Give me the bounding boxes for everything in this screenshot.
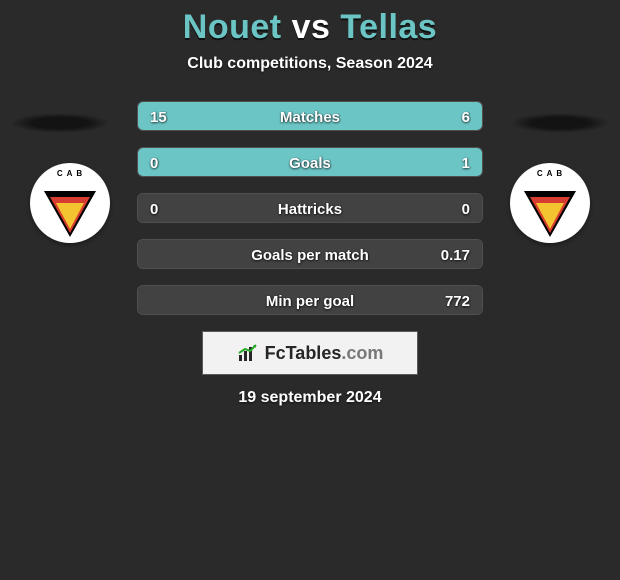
title-right: Tellas bbox=[340, 8, 437, 46]
stat-label: Goals bbox=[138, 148, 482, 177]
brand-domain: .com bbox=[341, 343, 383, 363]
subtitle: Club competitions, Season 2024 bbox=[0, 55, 620, 73]
team-badge-left: C A B bbox=[30, 163, 110, 243]
stat-row: 0.17Goals per match bbox=[137, 239, 483, 269]
stat-row: 01Goals bbox=[137, 147, 483, 177]
badge-initials: C A B bbox=[537, 169, 563, 178]
stat-row: 00Hattricks bbox=[137, 193, 483, 223]
stat-label: Goals per match bbox=[138, 240, 482, 269]
title-left: Nouet bbox=[183, 8, 282, 46]
brand-text: FcTables.com bbox=[265, 343, 384, 364]
stat-row: 156Matches bbox=[137, 101, 483, 131]
comparison-stage: C A B C A B 156Matches 01Goals 00Hattricks… bbox=[0, 101, 620, 407]
shadow-left bbox=[10, 113, 110, 133]
page-title: Nouet vs Tellas bbox=[0, 8, 620, 47]
chart-icon bbox=[237, 343, 259, 363]
stat-label: Hattricks bbox=[138, 194, 482, 223]
stat-row: 772Min per goal bbox=[137, 285, 483, 315]
shadow-right bbox=[510, 113, 610, 133]
date-text: 19 september 2024 bbox=[0, 389, 620, 407]
team-badge-right: C A B bbox=[510, 163, 590, 243]
badge-initials: C A B bbox=[57, 169, 83, 178]
brand-box: FcTables.com bbox=[202, 331, 418, 375]
title-vs: vs bbox=[292, 8, 331, 46]
stat-label: Matches bbox=[138, 102, 482, 131]
brand-name: FcTables bbox=[265, 343, 342, 363]
stat-label: Min per goal bbox=[138, 286, 482, 315]
stat-bars: 156Matches 01Goals 00Hattricks 0.17Goals pe… bbox=[137, 101, 483, 315]
